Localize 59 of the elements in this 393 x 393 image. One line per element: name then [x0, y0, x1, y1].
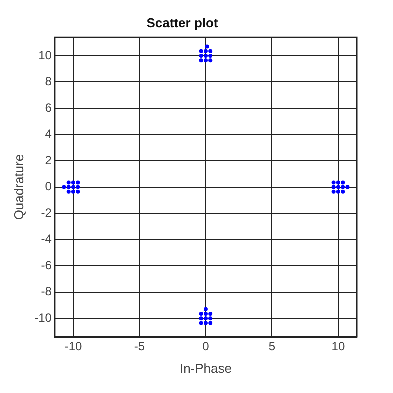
point	[341, 190, 346, 194]
point	[66, 185, 71, 190]
point	[336, 190, 340, 194]
x-tick-label: 0	[202, 340, 210, 354]
point	[199, 58, 204, 63]
point	[346, 185, 350, 190]
point	[204, 49, 208, 54]
point	[205, 44, 210, 49]
point	[66, 190, 71, 194]
point	[199, 312, 204, 316]
point	[71, 190, 76, 194]
x-tick-label: 5	[268, 340, 276, 354]
x-tick-label: -5	[134, 340, 146, 354]
x-tick-label: 10	[332, 340, 346, 354]
point	[199, 316, 204, 321]
x-tick-label: -10	[64, 340, 82, 354]
point	[76, 180, 80, 185]
y-tick-label: -2	[41, 206, 52, 220]
point	[332, 190, 336, 194]
y-tick-label: 8	[45, 74, 52, 89]
point	[208, 316, 213, 321]
point	[204, 54, 208, 58]
y-axis-title: Quadrature	[11, 154, 26, 220]
point	[199, 321, 204, 326]
point	[199, 49, 204, 54]
y-tick-label: -10	[34, 310, 52, 325]
y-tick-label: 10	[38, 48, 52, 62]
point	[208, 312, 213, 316]
point	[341, 180, 346, 185]
point	[76, 185, 80, 190]
y-tick-label: 4	[45, 127, 52, 142]
point	[336, 185, 340, 190]
point	[71, 185, 76, 190]
point	[208, 321, 213, 326]
point	[332, 185, 336, 190]
point	[208, 54, 213, 58]
point	[204, 307, 208, 312]
point	[341, 185, 346, 190]
y-tick-label: 6	[45, 100, 52, 115]
y-tick-label: 0	[45, 180, 52, 194]
point	[62, 185, 66, 190]
chart-title: Scatter plot	[146, 15, 219, 30]
point	[71, 180, 76, 185]
point	[332, 180, 336, 185]
point	[76, 190, 80, 194]
point	[204, 312, 208, 316]
y-tick-label: 2	[45, 153, 52, 168]
y-tick-label: -8	[41, 284, 52, 299]
point	[208, 49, 213, 54]
point	[208, 58, 213, 63]
point	[204, 58, 208, 63]
y-tick-label: -6	[41, 258, 52, 272]
point	[66, 180, 71, 185]
point	[336, 180, 340, 185]
point	[204, 316, 208, 321]
x-axis-title: In-Phase	[180, 360, 232, 376]
point	[204, 321, 208, 326]
y-tick-label: -4	[41, 232, 52, 246]
point	[199, 54, 204, 58]
